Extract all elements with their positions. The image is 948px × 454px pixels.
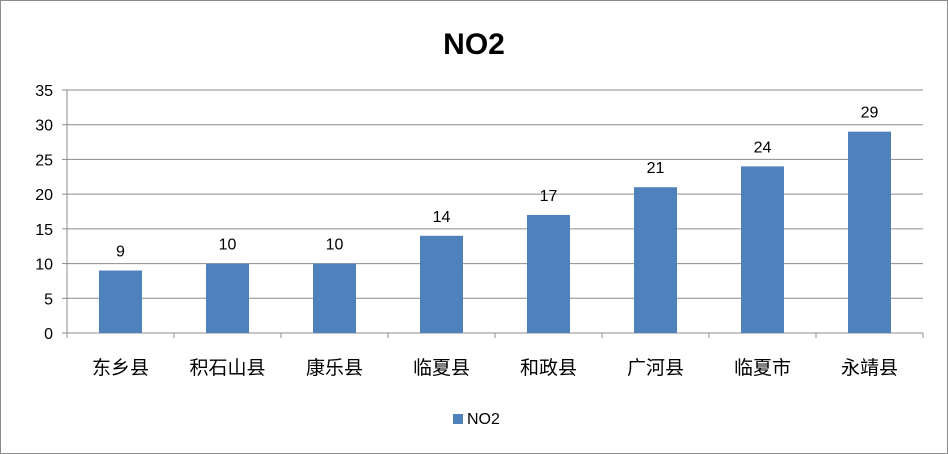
data-label: 17 xyxy=(540,188,558,205)
y-tick-label: 15 xyxy=(35,222,53,239)
data-label: 10 xyxy=(326,237,344,254)
bar xyxy=(634,187,677,333)
x-tick-label: 广河县 xyxy=(627,357,684,379)
x-tick-label: 临夏县 xyxy=(413,357,470,379)
x-tick-label: 临夏市 xyxy=(734,357,791,379)
x-tick-label: 永靖县 xyxy=(841,357,898,379)
data-label: 29 xyxy=(861,105,879,122)
bar xyxy=(741,166,784,333)
chart-title: NO2 xyxy=(443,28,505,61)
y-tick-label: 35 xyxy=(35,83,53,100)
legend-label: NO2 xyxy=(467,411,500,428)
bar xyxy=(313,263,356,333)
y-tick-label: 5 xyxy=(44,291,53,308)
y-tick-labels: 0 5 10 15 20 25 30 35 xyxy=(35,83,53,343)
legend: NO2 xyxy=(453,411,500,428)
bars xyxy=(99,131,891,333)
x-tick-label: 康乐县 xyxy=(306,357,363,379)
legend-swatch xyxy=(453,414,463,424)
x-tick-label: 和政县 xyxy=(520,357,577,379)
bar xyxy=(527,214,570,333)
y-tick-label: 0 xyxy=(44,326,53,343)
x-tick-labels: 东乡县 积石山县 康乐县 临夏县 和政县 广河县 临夏市 永靖县 xyxy=(92,357,898,379)
y-tick-label: 25 xyxy=(35,152,53,169)
y-tick-label: 10 xyxy=(35,257,53,274)
x-tick-label: 东乡县 xyxy=(92,357,149,379)
axes xyxy=(62,89,924,338)
data-label: 10 xyxy=(219,237,237,254)
bar xyxy=(848,131,891,333)
data-label: 21 xyxy=(647,160,665,177)
bar xyxy=(206,263,249,333)
data-label: 9 xyxy=(116,244,125,261)
y-tick-label: 20 xyxy=(35,187,53,204)
bar xyxy=(99,270,142,333)
x-tick-label: 积石山县 xyxy=(189,357,265,379)
bar xyxy=(420,235,463,333)
data-label: 14 xyxy=(433,209,451,226)
gridlines xyxy=(67,89,923,299)
y-tick-label: 30 xyxy=(35,118,53,135)
data-labels: 9 10 10 14 17 21 24 29 xyxy=(116,105,878,261)
data-label: 24 xyxy=(754,139,772,156)
